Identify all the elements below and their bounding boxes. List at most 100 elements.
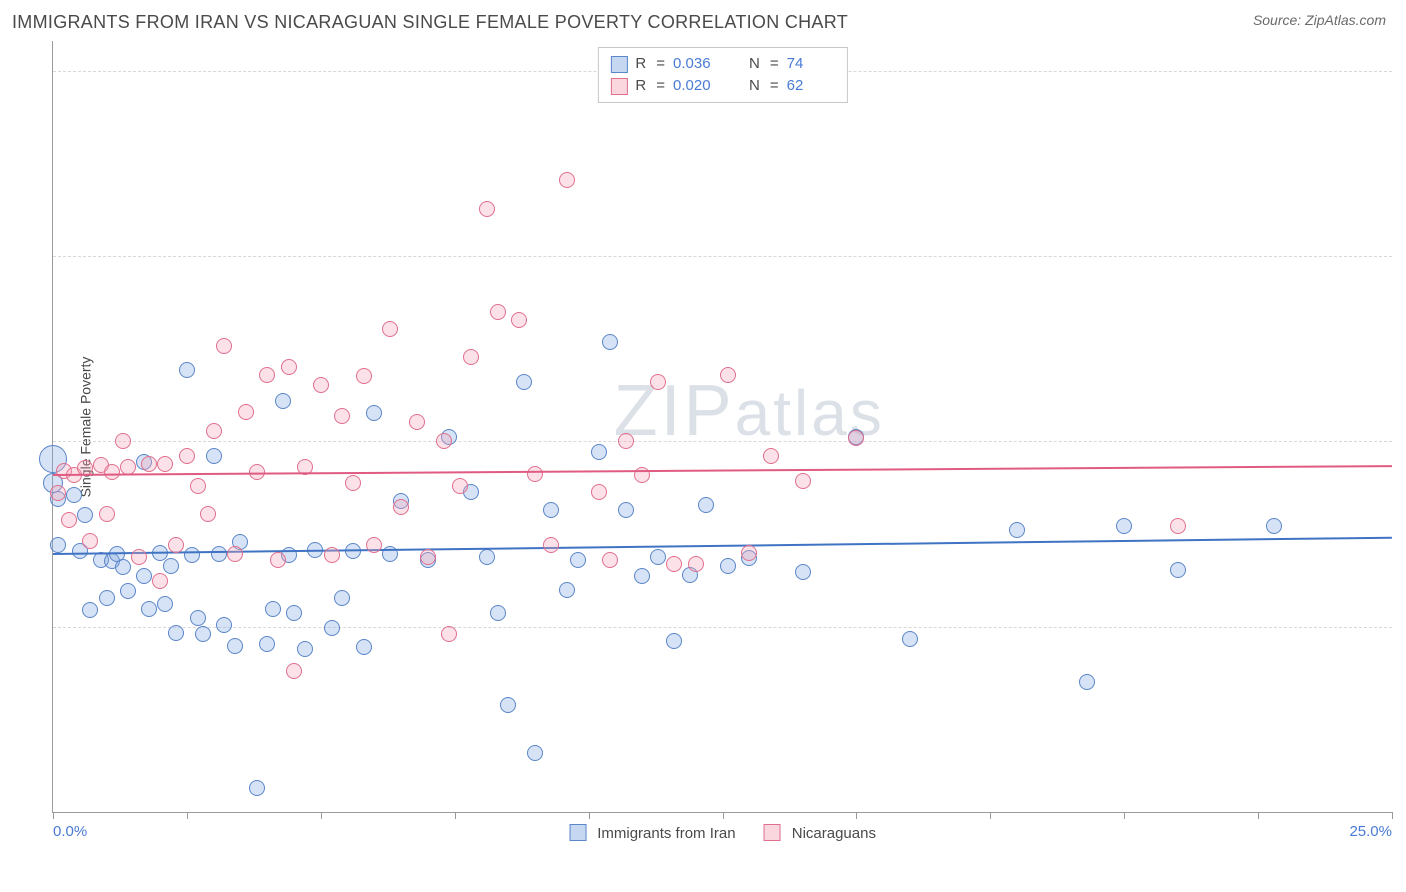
- data-point: [479, 549, 495, 565]
- data-point: [115, 433, 131, 449]
- data-point: [356, 639, 372, 655]
- legend-label: Immigrants from Iran: [597, 825, 735, 842]
- data-point: [409, 414, 425, 430]
- source-label: Source: ZipAtlas.com: [1253, 12, 1386, 28]
- data-point: [157, 456, 173, 472]
- legend-stats-row: R = 0.036 N = 74: [610, 53, 834, 75]
- x-tick: [187, 812, 188, 819]
- data-point: [227, 638, 243, 654]
- data-point: [179, 362, 195, 378]
- gridline: [53, 627, 1392, 628]
- data-point: [559, 582, 575, 598]
- data-point: [543, 537, 559, 553]
- data-point: [275, 393, 291, 409]
- data-point: [104, 464, 120, 480]
- x-tick: [1124, 812, 1125, 819]
- data-point: [650, 374, 666, 390]
- data-point: [334, 590, 350, 606]
- data-point: [168, 537, 184, 553]
- x-tick: [53, 812, 54, 819]
- data-point: [366, 537, 382, 553]
- data-point: [141, 456, 157, 472]
- data-point: [479, 201, 495, 217]
- x-tick: [1392, 812, 1393, 819]
- data-point: [136, 568, 152, 584]
- data-point: [902, 631, 918, 647]
- data-point: [741, 545, 757, 561]
- data-point: [527, 745, 543, 761]
- data-point: [688, 556, 704, 572]
- data-point: [297, 641, 313, 657]
- data-point: [345, 475, 361, 491]
- data-point: [393, 499, 409, 515]
- swatch-icon: [610, 56, 627, 73]
- data-point: [211, 546, 227, 562]
- data-point: [720, 367, 736, 383]
- x-tick: [321, 812, 322, 819]
- data-point: [168, 625, 184, 641]
- data-point: [265, 601, 281, 617]
- data-point: [238, 404, 254, 420]
- data-point: [50, 485, 66, 501]
- data-point: [152, 573, 168, 589]
- data-point: [795, 564, 811, 580]
- trend-line: [53, 536, 1392, 554]
- x-tick: [1258, 812, 1259, 819]
- r-value: 0.036: [673, 53, 721, 75]
- swatch-icon: [764, 824, 781, 841]
- chart-title: IMMIGRANTS FROM IRAN VS NICARAGUAN SINGL…: [12, 12, 848, 33]
- data-point: [120, 583, 136, 599]
- data-point: [698, 497, 714, 513]
- x-tick: [990, 812, 991, 819]
- gridline: [53, 441, 1392, 442]
- x-tick-label: 0.0%: [53, 823, 87, 840]
- data-point: [184, 547, 200, 563]
- data-point: [527, 466, 543, 482]
- data-point: [99, 590, 115, 606]
- data-point: [334, 408, 350, 424]
- data-point: [543, 502, 559, 518]
- data-point: [366, 405, 382, 421]
- data-point: [763, 448, 779, 464]
- data-point: [452, 478, 468, 494]
- data-point: [216, 338, 232, 354]
- data-point: [190, 610, 206, 626]
- data-point: [1079, 674, 1095, 690]
- legend-label: Nicaraguans: [792, 825, 876, 842]
- data-point: [795, 473, 811, 489]
- data-point: [1170, 562, 1186, 578]
- data-point: [490, 304, 506, 320]
- swatch-icon: [610, 78, 627, 95]
- swatch-icon: [569, 824, 586, 841]
- legend-stats-row: R = 0.020 N = 62: [610, 75, 834, 97]
- n-value: 74: [787, 53, 835, 75]
- x-tick: [723, 812, 724, 819]
- data-point: [141, 601, 157, 617]
- data-point: [463, 349, 479, 365]
- x-tick: [856, 812, 857, 819]
- scatter-plot: Single Female Poverty ZIPatlas R = 0.036…: [52, 41, 1392, 813]
- data-point: [666, 633, 682, 649]
- data-point: [356, 368, 372, 384]
- data-point: [286, 663, 302, 679]
- data-point: [61, 512, 77, 528]
- data-point: [179, 448, 195, 464]
- data-point: [66, 487, 82, 503]
- data-point: [286, 605, 302, 621]
- data-point: [249, 780, 265, 796]
- data-point: [1170, 518, 1186, 534]
- data-point: [259, 367, 275, 383]
- data-point: [313, 377, 329, 393]
- data-point: [77, 507, 93, 523]
- data-point: [559, 172, 575, 188]
- data-point: [602, 552, 618, 568]
- data-point: [420, 549, 436, 565]
- data-point: [120, 459, 136, 475]
- data-point: [490, 605, 506, 621]
- data-point: [324, 547, 340, 563]
- data-point: [666, 556, 682, 572]
- r-value: 0.020: [673, 75, 721, 97]
- data-point: [382, 321, 398, 337]
- n-value: 62: [787, 75, 835, 97]
- data-point: [131, 549, 147, 565]
